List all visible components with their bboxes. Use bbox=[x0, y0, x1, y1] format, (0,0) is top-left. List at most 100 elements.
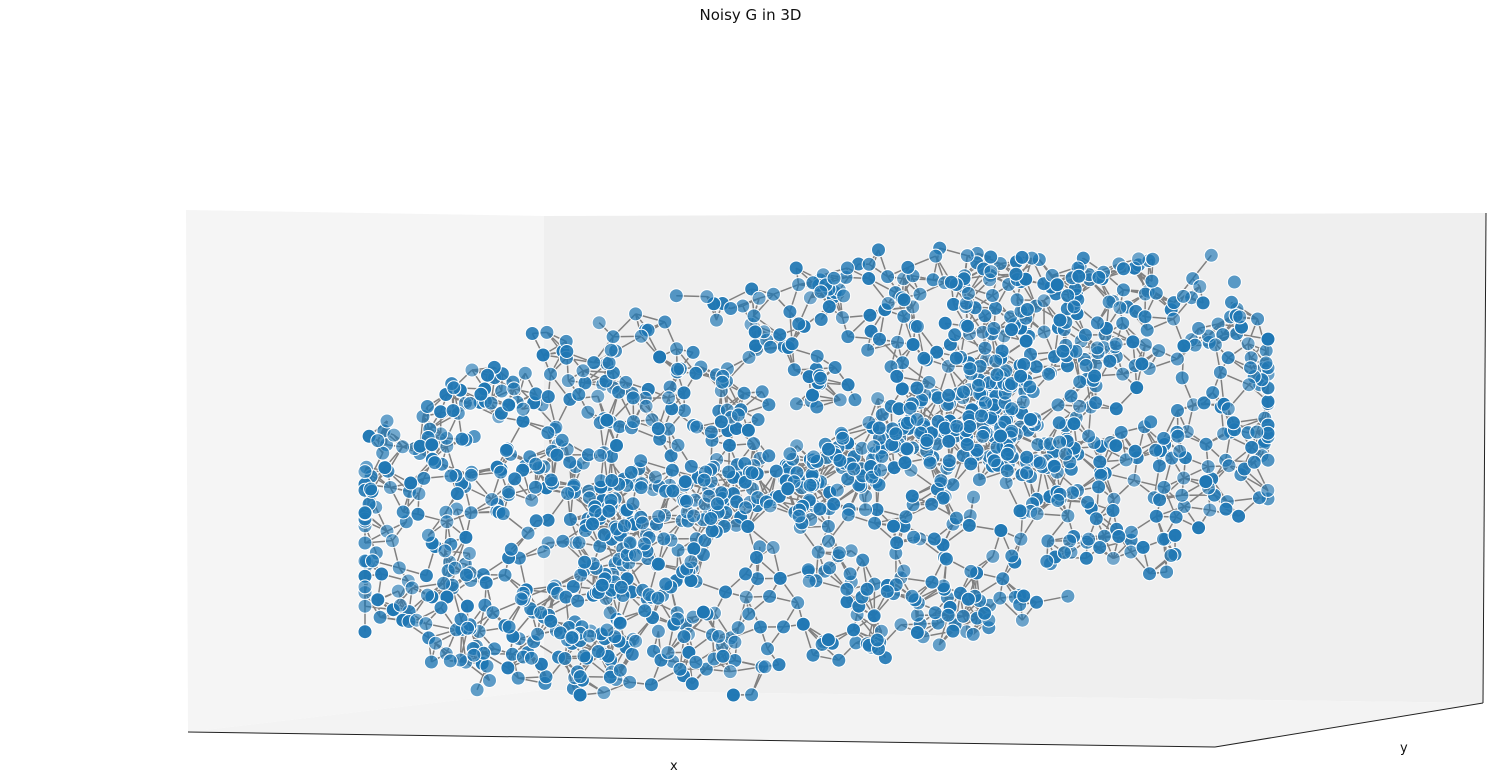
graph-node bbox=[869, 632, 885, 648]
graph-node bbox=[650, 556, 666, 572]
graph-node bbox=[664, 462, 680, 478]
graph-node bbox=[1089, 315, 1105, 331]
graph-node bbox=[955, 608, 971, 624]
graph-node bbox=[898, 509, 914, 525]
graph-node bbox=[1250, 311, 1266, 327]
graph-node bbox=[594, 577, 610, 593]
graph-node bbox=[839, 581, 855, 597]
graph-node bbox=[831, 652, 847, 668]
graph-node bbox=[460, 620, 476, 636]
graph-node bbox=[879, 584, 895, 599]
graph-node bbox=[867, 515, 883, 531]
graph-node bbox=[1019, 465, 1035, 481]
graph-node bbox=[805, 647, 821, 663]
graph-node bbox=[1113, 424, 1129, 440]
graph-node bbox=[599, 622, 615, 638]
graph-node bbox=[1036, 324, 1052, 340]
graph-node bbox=[750, 412, 766, 428]
graph-node bbox=[995, 571, 1011, 587]
graph-node bbox=[1232, 309, 1248, 325]
graph-node bbox=[1246, 454, 1262, 470]
y-axis-line bbox=[1214, 702, 1484, 748]
graph-node bbox=[765, 540, 781, 555]
graph-node bbox=[463, 505, 479, 521]
graph-node bbox=[1112, 300, 1128, 316]
graph-node bbox=[896, 563, 912, 579]
graph-node bbox=[727, 634, 743, 650]
graph-node bbox=[965, 626, 981, 642]
graph-node bbox=[436, 575, 452, 591]
graph-node bbox=[831, 545, 847, 561]
graph-node bbox=[893, 617, 909, 633]
graph-node bbox=[1115, 315, 1131, 331]
graph-node bbox=[762, 588, 778, 604]
graph-node bbox=[924, 574, 940, 590]
graph-node bbox=[403, 475, 419, 491]
graph-node bbox=[392, 597, 408, 613]
graph-node bbox=[1151, 458, 1167, 474]
graph-node bbox=[676, 403, 692, 419]
graph-node bbox=[1050, 493, 1066, 508]
graph-node bbox=[1174, 487, 1190, 503]
graph-node bbox=[613, 579, 629, 595]
graph-node bbox=[1225, 415, 1241, 431]
graph-node bbox=[1029, 506, 1045, 522]
graph-node bbox=[374, 566, 390, 582]
graph-node bbox=[1060, 588, 1076, 604]
graph-node bbox=[1260, 452, 1276, 468]
graph-node bbox=[651, 508, 667, 524]
graph-node bbox=[386, 427, 402, 443]
graph-node bbox=[372, 609, 388, 625]
graph-node bbox=[1060, 508, 1076, 524]
graph-node bbox=[1040, 533, 1056, 549]
graph-node bbox=[656, 531, 672, 547]
graph-node bbox=[1220, 350, 1236, 366]
graph-node bbox=[582, 628, 598, 644]
graph-node bbox=[416, 470, 432, 486]
graph-node bbox=[1108, 401, 1124, 417]
graph-node bbox=[684, 676, 700, 692]
graph-node bbox=[633, 480, 649, 496]
graph-node bbox=[826, 496, 842, 512]
graph-node bbox=[411, 486, 427, 502]
graph-node bbox=[628, 633, 644, 649]
graph-node bbox=[933, 473, 949, 489]
graph-node bbox=[482, 673, 497, 688]
graph-node bbox=[660, 645, 676, 661]
graph-node bbox=[1198, 436, 1214, 452]
graph-node bbox=[722, 664, 738, 680]
graph-node bbox=[510, 670, 526, 686]
graph-node bbox=[513, 591, 529, 607]
graph-node bbox=[530, 626, 546, 642]
graph-node bbox=[562, 454, 578, 470]
graph-node bbox=[962, 419, 978, 434]
graph-node bbox=[683, 458, 699, 474]
graph-node bbox=[466, 647, 482, 663]
graph-node bbox=[725, 687, 741, 703]
graph-node bbox=[557, 651, 573, 666]
graph-node bbox=[1088, 395, 1104, 411]
graph-node bbox=[846, 622, 861, 638]
graph-node bbox=[1111, 529, 1127, 544]
graph-node bbox=[820, 518, 836, 534]
graph-node bbox=[1088, 511, 1104, 527]
graph-node bbox=[427, 455, 443, 471]
graph-node bbox=[391, 560, 407, 576]
graph-node bbox=[1218, 501, 1234, 517]
graph-node bbox=[940, 607, 956, 623]
graph-node bbox=[418, 568, 434, 584]
graph-node bbox=[1192, 279, 1208, 294]
graph-node bbox=[1224, 294, 1239, 310]
graph-node bbox=[507, 471, 523, 487]
floor-pane bbox=[188, 690, 1483, 747]
graph-node bbox=[1014, 612, 1030, 628]
graph-node bbox=[941, 433, 957, 449]
graph-node bbox=[1176, 470, 1192, 486]
graph-node bbox=[1163, 548, 1179, 563]
graph-node bbox=[1016, 588, 1032, 604]
graph-node bbox=[790, 595, 806, 611]
graph-node bbox=[989, 367, 1005, 383]
graph-node bbox=[1202, 502, 1218, 518]
graph-node bbox=[524, 650, 539, 666]
